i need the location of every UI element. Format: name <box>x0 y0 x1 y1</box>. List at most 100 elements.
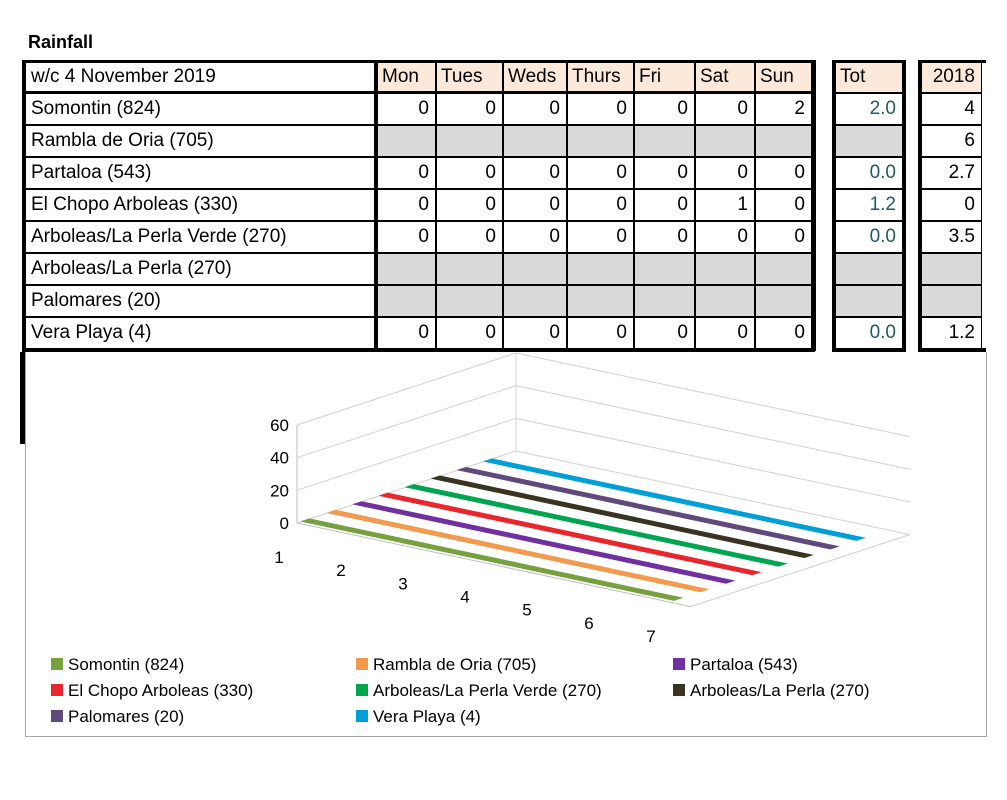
rain-value-cell[interactable] <box>634 253 695 285</box>
station-name-cell[interactable]: Arboleas/La Perla (270) <box>25 253 377 285</box>
rain-value-cell[interactable] <box>567 253 634 285</box>
total-cell[interactable] <box>835 253 903 285</box>
rain-value-cell[interactable]: 0 <box>567 157 634 189</box>
legend-label: Palomares (20) <box>68 707 184 726</box>
day-header-thurs[interactable]: Thurs <box>567 61 634 93</box>
rain-value-cell[interactable]: 0 <box>634 221 695 253</box>
rain-value-cell[interactable] <box>503 125 567 157</box>
rain-value-cell[interactable] <box>377 125 436 157</box>
rain-value-cell[interactable]: 0 <box>567 317 634 349</box>
gridline <box>296 385 910 470</box>
day-header-mon[interactable]: Mon <box>377 61 436 93</box>
prev-year-cell[interactable] <box>921 253 982 285</box>
prev-year-cell[interactable] <box>921 285 982 317</box>
rain-value-cell[interactable]: 0 <box>695 157 755 189</box>
prev-year-cell[interactable]: 6 <box>921 125 982 157</box>
rain-value-cell[interactable]: 0 <box>695 221 755 253</box>
prev-year-cell[interactable]: 2.7 <box>921 157 982 189</box>
station-name-cell[interactable]: Palomares (20) <box>25 285 377 317</box>
day-header-weds[interactable]: Weds <box>503 61 567 93</box>
table-thick-border <box>832 60 836 351</box>
station-name-cell[interactable]: El Chopo Arboleas (330) <box>25 189 377 221</box>
rain-value-cell[interactable] <box>755 253 812 285</box>
rain-value-cell[interactable] <box>634 125 695 157</box>
rain-value-cell[interactable] <box>695 253 755 285</box>
rain-value-cell[interactable] <box>436 253 503 285</box>
day-header-fri[interactable]: Fri <box>634 61 695 93</box>
rain-value-cell[interactable]: 0 <box>503 189 567 221</box>
total-cell[interactable]: 1.2 <box>835 189 903 221</box>
rain-value-cell[interactable]: 0 <box>567 93 634 125</box>
rain-value-cell[interactable]: 2 <box>755 93 812 125</box>
rain-value-cell[interactable] <box>634 285 695 317</box>
rain-value-cell[interactable]: 0 <box>755 189 812 221</box>
rain-value-cell[interactable] <box>567 285 634 317</box>
table-thick-border <box>374 60 377 351</box>
rain-value-cell[interactable]: 0 <box>436 93 503 125</box>
station-name-cell[interactable]: Somontin (824) <box>25 93 377 125</box>
total-cell[interactable] <box>835 285 903 317</box>
rain-value-cell[interactable] <box>377 285 436 317</box>
rain-value-cell[interactable]: 0 <box>377 157 436 189</box>
sheet-title: Rainfall <box>28 32 94 52</box>
rain-value-cell[interactable]: 0 <box>503 93 567 125</box>
total-cell[interactable]: 0.0 <box>835 157 903 189</box>
rain-value-cell[interactable]: 0 <box>755 221 812 253</box>
station-name-cell[interactable]: Vera Playa (4) <box>25 317 377 349</box>
rain-value-cell[interactable]: 0 <box>436 157 503 189</box>
rain-value-cell[interactable] <box>695 125 755 157</box>
rain-value-cell[interactable] <box>567 125 634 157</box>
rain-value-cell[interactable]: 0 <box>436 317 503 349</box>
rain-value-cell[interactable]: 0 <box>377 221 436 253</box>
rain-value-cell[interactable]: 0 <box>634 157 695 189</box>
station-name-cell[interactable]: Rambla de Oria (705) <box>25 125 377 157</box>
day-header-sat[interactable]: Sat <box>695 61 755 93</box>
rain-value-cell[interactable] <box>695 285 755 317</box>
prev-year-cell[interactable]: 3.5 <box>921 221 982 253</box>
day-header-sun[interactable]: Sun <box>755 61 812 93</box>
rain-value-cell[interactable]: 0 <box>567 221 634 253</box>
y-tick-label: 20 <box>270 481 289 500</box>
rain-value-cell[interactable]: 0 <box>436 189 503 221</box>
rain-value-cell[interactable]: 0 <box>377 317 436 349</box>
rain-value-cell[interactable]: 1 <box>695 189 755 221</box>
rain-value-cell[interactable] <box>436 285 503 317</box>
total-cell[interactable]: 0.0 <box>835 317 903 349</box>
year-header[interactable]: 2018 <box>921 61 982 93</box>
rain-value-cell[interactable]: 0 <box>503 317 567 349</box>
rain-value-cell[interactable]: 0 <box>634 189 695 221</box>
total-cell[interactable] <box>835 125 903 157</box>
rain-value-cell[interactable]: 0 <box>436 221 503 253</box>
tot-header[interactable]: Tot <box>835 61 903 93</box>
rain-value-cell[interactable] <box>503 285 567 317</box>
rain-value-cell[interactable]: 0 <box>695 93 755 125</box>
table-thick-border <box>918 60 922 351</box>
prev-year-cell[interactable]: 0 <box>921 189 982 221</box>
table-border-extension <box>20 352 25 444</box>
rain-value-cell[interactable]: 0 <box>755 157 812 189</box>
rain-value-cell[interactable] <box>503 253 567 285</box>
rain-value-cell[interactable]: 0 <box>503 221 567 253</box>
legend-swatch <box>673 684 685 696</box>
rain-value-cell[interactable] <box>436 125 503 157</box>
total-cell[interactable]: 0.0 <box>835 221 903 253</box>
rain-value-cell[interactable]: 0 <box>634 93 695 125</box>
rain-value-cell[interactable]: 0 <box>377 189 436 221</box>
rain-value-cell[interactable]: 0 <box>755 317 812 349</box>
station-name-cell[interactable]: Partaloa (543) <box>25 157 377 189</box>
prev-year-cell[interactable]: 4 <box>921 93 982 125</box>
rain-value-cell[interactable]: 0 <box>567 189 634 221</box>
total-cell[interactable]: 2.0 <box>835 93 903 125</box>
rain-value-cell[interactable] <box>377 253 436 285</box>
rain-value-cell[interactable] <box>755 125 812 157</box>
week-label-cell[interactable]: w/c 4 November 2019 <box>25 61 377 93</box>
station-name-cell[interactable]: Arboleas/La Perla Verde (270) <box>25 221 377 253</box>
rain-value-cell[interactable]: 0 <box>695 317 755 349</box>
day-header-tues[interactable]: Tues <box>436 61 503 93</box>
rain-value-cell[interactable]: 0 <box>634 317 695 349</box>
rain-value-cell[interactable] <box>755 285 812 317</box>
x-tick-label: 2 <box>336 561 345 580</box>
rain-value-cell[interactable]: 0 <box>503 157 567 189</box>
rain-value-cell[interactable]: 0 <box>377 93 436 125</box>
prev-year-cell[interactable]: 1.2 <box>921 317 982 349</box>
